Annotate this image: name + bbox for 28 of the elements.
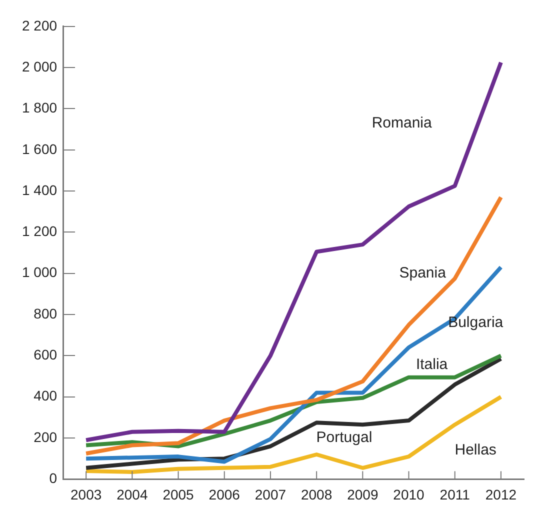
series-label: Hellas	[454, 442, 496, 459]
series-label: Portugal	[316, 429, 372, 446]
y-tick-label: 1 200	[22, 223, 58, 240]
x-tick-label: 2010	[393, 486, 425, 502]
y-tick-label: 0	[49, 470, 58, 486]
x-tick-label: 2003	[70, 486, 102, 502]
x-tick-label: 2009	[347, 486, 378, 502]
y-tick-label: 1 400	[22, 182, 58, 198]
y-tick-label: 2 200	[22, 17, 58, 34]
y-tick-label: 1 600	[22, 140, 58, 157]
text: Romania	[372, 114, 433, 132]
y-tick-label: 1 000	[22, 264, 58, 280]
y-tick-label: 600	[34, 346, 58, 363]
y-tick-label: 400	[34, 388, 58, 404]
x-tick-label: 2008	[300, 486, 332, 502]
series-label: Italia	[416, 356, 448, 374]
x-tick-label: 2004	[116, 486, 148, 502]
x-tick-label: 2005	[162, 486, 194, 502]
series-label: Spania	[399, 264, 447, 282]
x-tick-label: 2006	[208, 486, 240, 502]
x-tick-label: 2012	[485, 486, 517, 502]
series-label: Bulgaria	[448, 314, 504, 331]
x-tick-label: 2007	[254, 486, 286, 502]
y-tick-label: 1 800	[22, 100, 58, 116]
y-tick-label: 800	[34, 305, 58, 322]
x-tick-label: 2011	[440, 486, 470, 502]
y-tick-label: 200	[34, 428, 58, 445]
y-tick-label: 2 000	[22, 58, 58, 74]
